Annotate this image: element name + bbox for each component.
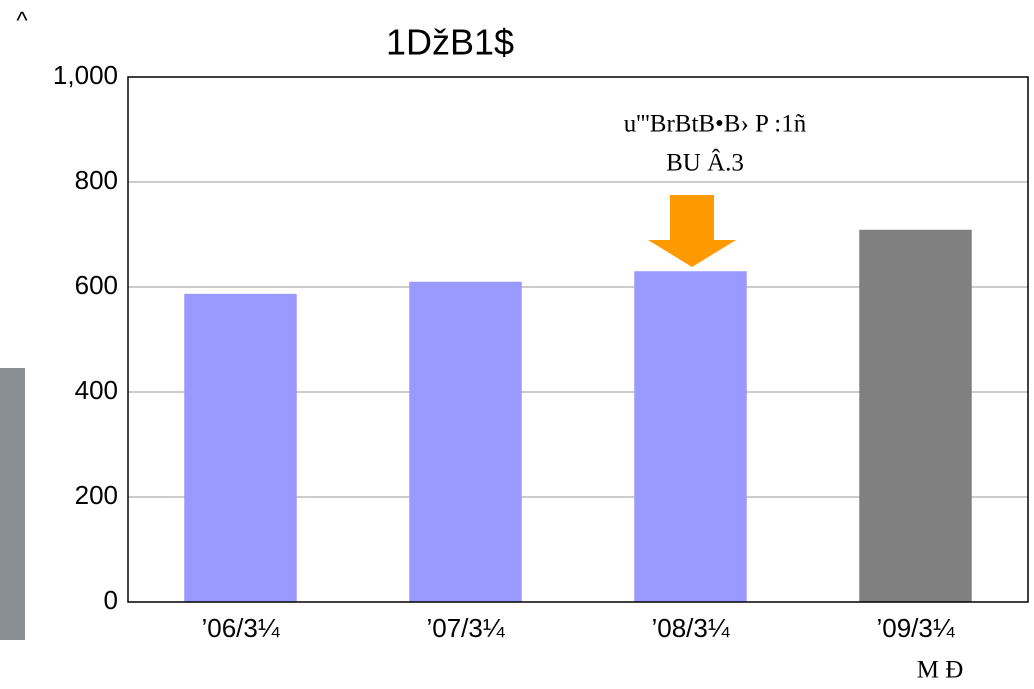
y-tick-label: 200	[75, 480, 118, 510]
x-tick-label: ’09/3¼	[876, 613, 954, 643]
bar	[184, 294, 297, 602]
footnote: M Ð	[917, 657, 964, 684]
corner-mark: ^	[16, 7, 28, 34]
x-tick-label: ’07/3¼	[426, 613, 504, 643]
annotation: u'''BrBtB•B› P :1ñ	[624, 111, 807, 138]
bar	[634, 271, 747, 602]
chart: ^ 1ǅB1$ u'''BrBtB•B› P :1ñ BU Â.3 M Ð 0 2…	[0, 0, 1034, 689]
bar	[859, 230, 972, 602]
y-tick-label: 600	[75, 270, 118, 300]
y-tick-label: 1,000	[53, 60, 118, 90]
y-tick-label: 400	[75, 375, 118, 405]
y-tick-label: 0	[104, 585, 118, 615]
annotation: BU Â.3	[666, 149, 744, 177]
y-tick-label: 800	[75, 165, 118, 195]
arrow	[648, 195, 736, 267]
bar	[409, 282, 522, 602]
x-tick-label: ’06/3¼	[201, 613, 279, 643]
x-tick-label: ’08/3¼	[651, 613, 729, 643]
page: {"chart_data": {"type": "bar", "title": …	[0, 0, 1034, 689]
chart-title: 1ǅB1$	[386, 22, 514, 63]
photo-fragment	[0, 368, 25, 640]
